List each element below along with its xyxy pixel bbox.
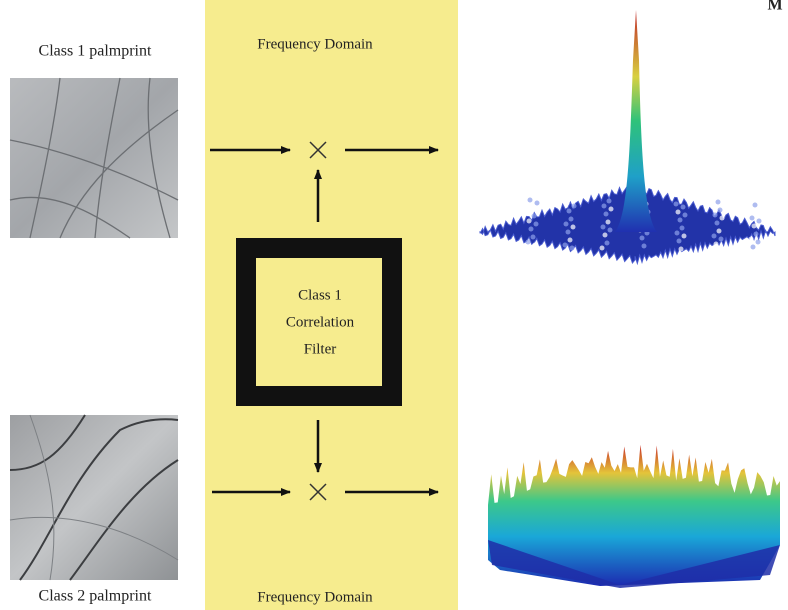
correlation-noise-surface xyxy=(488,445,780,588)
surface-speck xyxy=(565,201,570,206)
surface-speck xyxy=(676,210,681,215)
surface-speck xyxy=(752,224,757,229)
surface-speck xyxy=(572,204,577,209)
surface-speck xyxy=(677,239,682,244)
surface-speck xyxy=(720,216,725,221)
surface-speck xyxy=(568,238,573,243)
surface-speck xyxy=(750,216,755,221)
surface-speck xyxy=(569,217,574,222)
surface-speck xyxy=(605,241,610,246)
surface-speck xyxy=(603,233,608,238)
surface-speck xyxy=(498,198,503,203)
surface-speck xyxy=(600,246,605,251)
surface-speck xyxy=(563,243,568,248)
surface-speck xyxy=(527,219,532,224)
surface-speck xyxy=(682,234,687,239)
corner-mark: M xyxy=(767,0,782,14)
surface-speck xyxy=(717,229,722,234)
surface-speck xyxy=(640,236,645,241)
surface-speck xyxy=(712,234,717,239)
surface-speck xyxy=(608,228,613,233)
surface-speck xyxy=(756,240,761,245)
surface-speck xyxy=(755,211,760,216)
surface-speck xyxy=(757,219,762,224)
surface-speck xyxy=(532,214,537,219)
surface-speck xyxy=(609,207,614,212)
surface-speck xyxy=(531,235,536,240)
surface-speck xyxy=(570,246,575,251)
surface-speck xyxy=(749,237,754,242)
surface-speck xyxy=(679,247,684,252)
surface-speck xyxy=(753,203,758,208)
surface-speck xyxy=(680,226,685,231)
correlation-peak-surface xyxy=(480,10,775,264)
surface-speck xyxy=(602,204,607,209)
surface-speck xyxy=(534,222,539,227)
panel-top-title: Frequency Domain xyxy=(257,36,373,52)
surface-speck xyxy=(716,200,721,205)
surface-speck xyxy=(674,202,679,207)
surface-speck xyxy=(718,208,723,213)
surface-speck xyxy=(711,205,716,210)
surface-speck xyxy=(683,213,688,218)
surface-speck xyxy=(566,230,571,235)
surface-speck xyxy=(606,220,611,225)
surface-speck xyxy=(714,242,719,247)
filter-label-line: Filter xyxy=(304,341,337,357)
surface-speck xyxy=(678,218,683,223)
palmprint-2 xyxy=(10,415,178,580)
surface-speck xyxy=(681,205,686,210)
surface-speck xyxy=(535,201,540,206)
filter-label-line: Class 1 xyxy=(298,287,342,303)
surface-speck xyxy=(564,222,569,227)
surface-speck xyxy=(675,231,680,236)
surface-speck xyxy=(529,227,534,232)
class2-label: Class 2 palmprint xyxy=(39,588,152,605)
surface-speck xyxy=(567,209,572,214)
filter-label-line: Correlation xyxy=(286,314,355,330)
class1-label: Class 1 palmprint xyxy=(39,43,152,60)
surface-speck xyxy=(530,206,535,211)
surface-speck xyxy=(604,212,609,217)
surface-speck xyxy=(715,221,720,226)
diagram: M Class 1 palmprint Class 2 palmprint Fr… xyxy=(0,0,788,610)
surface-speck xyxy=(642,244,647,249)
surface-speck xyxy=(754,232,759,237)
surface-speck xyxy=(751,245,756,250)
surface-speck xyxy=(607,199,612,204)
surface-speck xyxy=(571,225,576,230)
surface-speck xyxy=(526,240,531,245)
surface-speck xyxy=(719,237,724,242)
palmprint-1 xyxy=(10,78,178,238)
page: M Class 1 palmprint Class 2 palmprint Fr… xyxy=(0,0,788,610)
surface-speck xyxy=(713,213,718,218)
panel-bottom-title: Frequency Domain xyxy=(257,589,373,605)
surface-speck xyxy=(528,198,533,203)
surface-speck xyxy=(533,243,538,248)
surface-speck xyxy=(601,225,606,230)
